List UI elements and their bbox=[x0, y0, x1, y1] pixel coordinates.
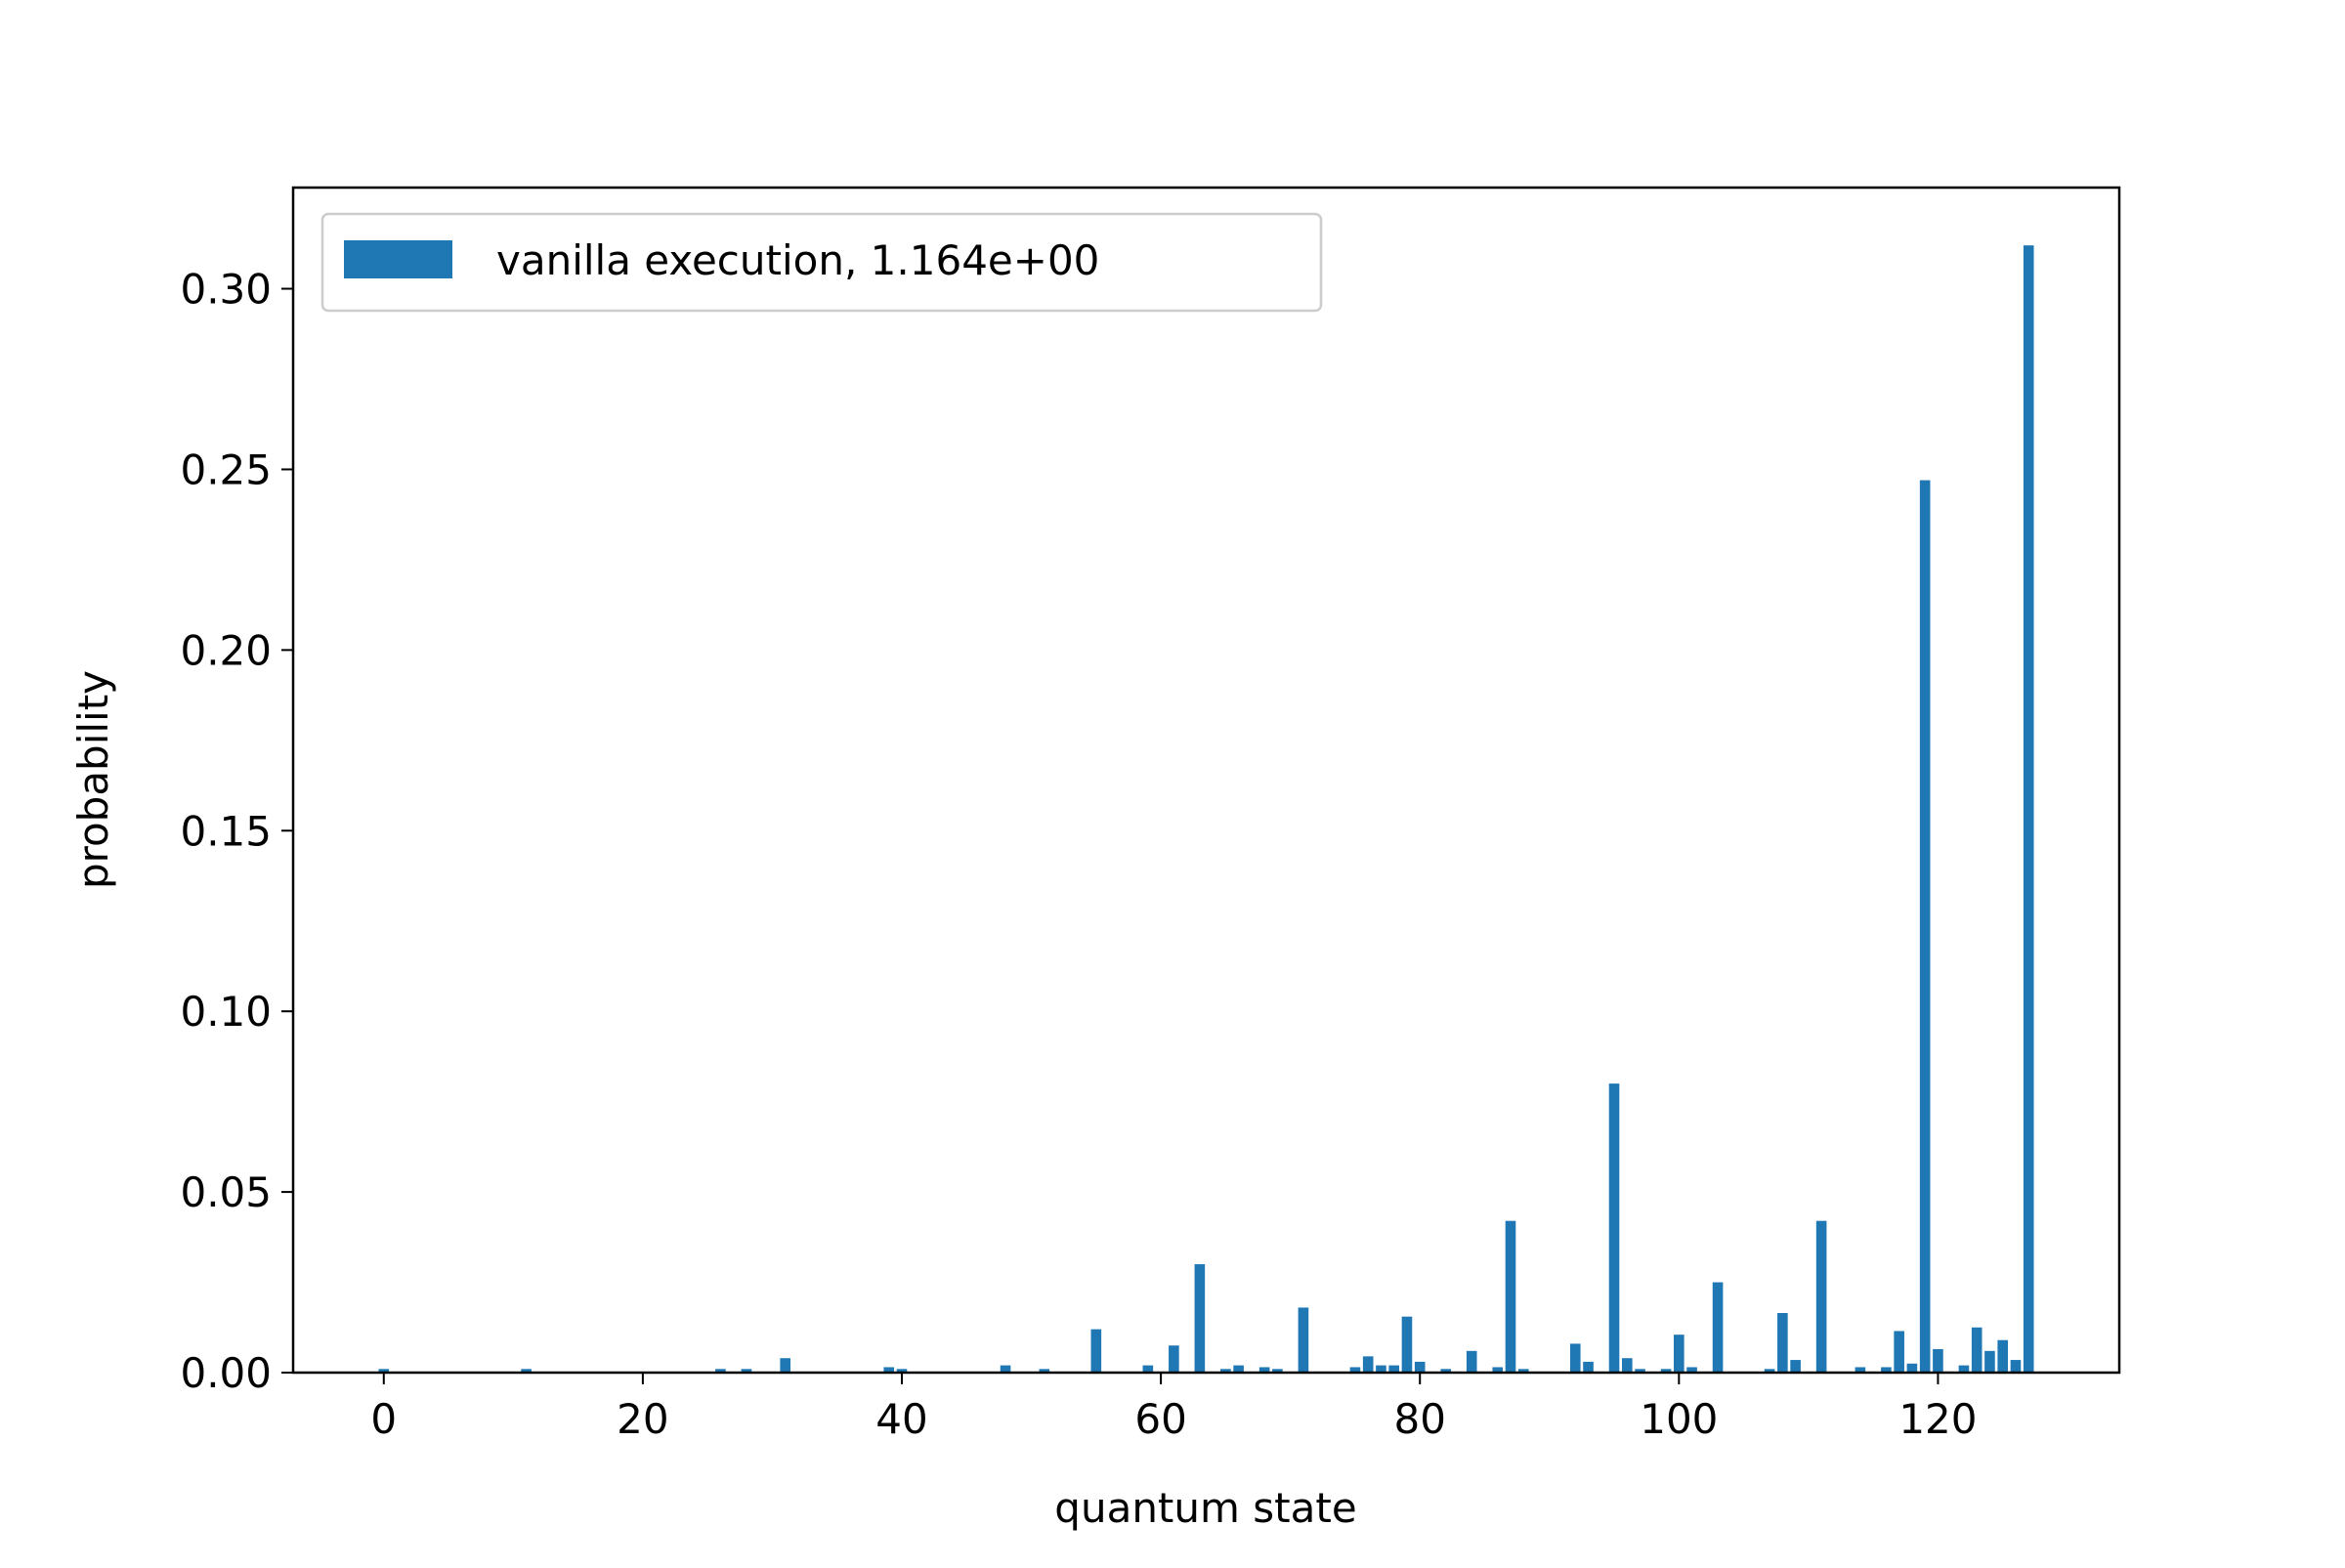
bar-state-125 bbox=[1997, 1339, 2008, 1373]
bar-state-61 bbox=[1169, 1345, 1179, 1373]
x-tick-label: 120 bbox=[1898, 1395, 1977, 1443]
x-tick-label: 40 bbox=[875, 1395, 927, 1443]
bar-state-76 bbox=[1362, 1356, 1374, 1373]
bar-state-117 bbox=[1894, 1331, 1904, 1373]
bar-state-116 bbox=[1881, 1367, 1892, 1373]
bar-state-111 bbox=[1815, 1220, 1827, 1373]
y-axis-label: probability bbox=[69, 670, 117, 889]
x-tick-label: 20 bbox=[617, 1395, 668, 1443]
bar-state-79 bbox=[1401, 1316, 1413, 1373]
y-tick-label: 0.30 bbox=[180, 266, 272, 314]
bar-state-101 bbox=[1686, 1367, 1697, 1373]
bar-state-11 bbox=[521, 1369, 532, 1373]
bar-state-55 bbox=[1090, 1329, 1102, 1373]
legend-box bbox=[320, 212, 1323, 313]
bar-state-26 bbox=[715, 1369, 726, 1373]
bar-state-51 bbox=[1039, 1369, 1050, 1373]
bar-state-92 bbox=[1569, 1343, 1581, 1373]
bar-state-88 bbox=[1517, 1369, 1529, 1373]
y-tick-label: 0.25 bbox=[180, 445, 272, 493]
y-ticks: 0.00 0.05 0.10 0.15 0.20 0.25 0.30 bbox=[180, 266, 293, 1397]
bar-state-107 bbox=[1764, 1369, 1775, 1373]
bar-state-78 bbox=[1388, 1365, 1399, 1373]
bar-state-126 bbox=[2010, 1360, 2022, 1373]
y-tick-label: 0.15 bbox=[180, 807, 272, 855]
legend-swatch bbox=[344, 240, 452, 278]
bar-state-123 bbox=[1971, 1327, 1983, 1373]
bar-state-68 bbox=[1258, 1367, 1270, 1373]
bar-state-0 bbox=[378, 1369, 390, 1373]
bar-state-86 bbox=[1492, 1367, 1504, 1373]
bar-state-120 bbox=[1933, 1348, 1943, 1373]
bar-state-122 bbox=[1958, 1365, 1970, 1373]
x-tick-label: 80 bbox=[1393, 1395, 1445, 1443]
bar-state-65 bbox=[1220, 1369, 1231, 1373]
x-axis-label: quantum state bbox=[1054, 1484, 1356, 1532]
bar-state-31 bbox=[780, 1358, 790, 1373]
legend: vanilla execution, 1.164e+00 bbox=[320, 212, 1323, 313]
y-tick-label: 0.05 bbox=[180, 1168, 272, 1216]
bar-state-80 bbox=[1414, 1361, 1426, 1373]
bar-state-124 bbox=[1984, 1350, 1995, 1373]
x-tick-label: 60 bbox=[1134, 1395, 1186, 1443]
bar-state-39 bbox=[883, 1367, 895, 1373]
bar-state-99 bbox=[1660, 1369, 1672, 1373]
bar-state-114 bbox=[1855, 1367, 1866, 1373]
y-tick-label: 0.00 bbox=[180, 1349, 272, 1397]
bars-layer bbox=[378, 245, 2034, 1373]
bar-state-97 bbox=[1635, 1369, 1645, 1373]
bar-state-75 bbox=[1349, 1367, 1361, 1373]
x-ticks: 0 20 40 60 80 100 120 bbox=[370, 1373, 1978, 1443]
bar-state-71 bbox=[1298, 1307, 1309, 1373]
bar-state-87 bbox=[1505, 1220, 1516, 1373]
bar-state-95 bbox=[1608, 1083, 1620, 1373]
bar-state-82 bbox=[1440, 1369, 1452, 1373]
bar-state-69 bbox=[1272, 1369, 1283, 1373]
bar-state-127 bbox=[2023, 245, 2034, 1373]
bar-state-48 bbox=[1000, 1365, 1011, 1373]
bar-state-77 bbox=[1376, 1365, 1386, 1373]
bar-state-119 bbox=[1919, 480, 1931, 1373]
x-tick-label: 0 bbox=[370, 1395, 397, 1443]
bar-state-40 bbox=[896, 1369, 908, 1373]
bar-state-109 bbox=[1790, 1360, 1801, 1373]
bar-state-59 bbox=[1142, 1365, 1154, 1373]
y-tick-label: 0.20 bbox=[180, 626, 272, 674]
bar-state-63 bbox=[1194, 1264, 1206, 1373]
bar-state-108 bbox=[1777, 1312, 1788, 1373]
bar-state-93 bbox=[1583, 1361, 1594, 1373]
bar-state-103 bbox=[1712, 1282, 1724, 1373]
x-tick-label: 100 bbox=[1640, 1395, 1718, 1443]
bar-state-66 bbox=[1233, 1365, 1244, 1373]
legend-entry-label: vanilla execution, 1.164e+00 bbox=[496, 236, 1099, 284]
bar-state-118 bbox=[1906, 1363, 1918, 1373]
bar-state-96 bbox=[1622, 1358, 1633, 1373]
bar-state-100 bbox=[1674, 1335, 1684, 1373]
y-tick-label: 0.10 bbox=[180, 988, 272, 1036]
bar-state-84 bbox=[1466, 1350, 1477, 1373]
bar-state-28 bbox=[741, 1369, 752, 1373]
axes-frame bbox=[291, 186, 2121, 1375]
